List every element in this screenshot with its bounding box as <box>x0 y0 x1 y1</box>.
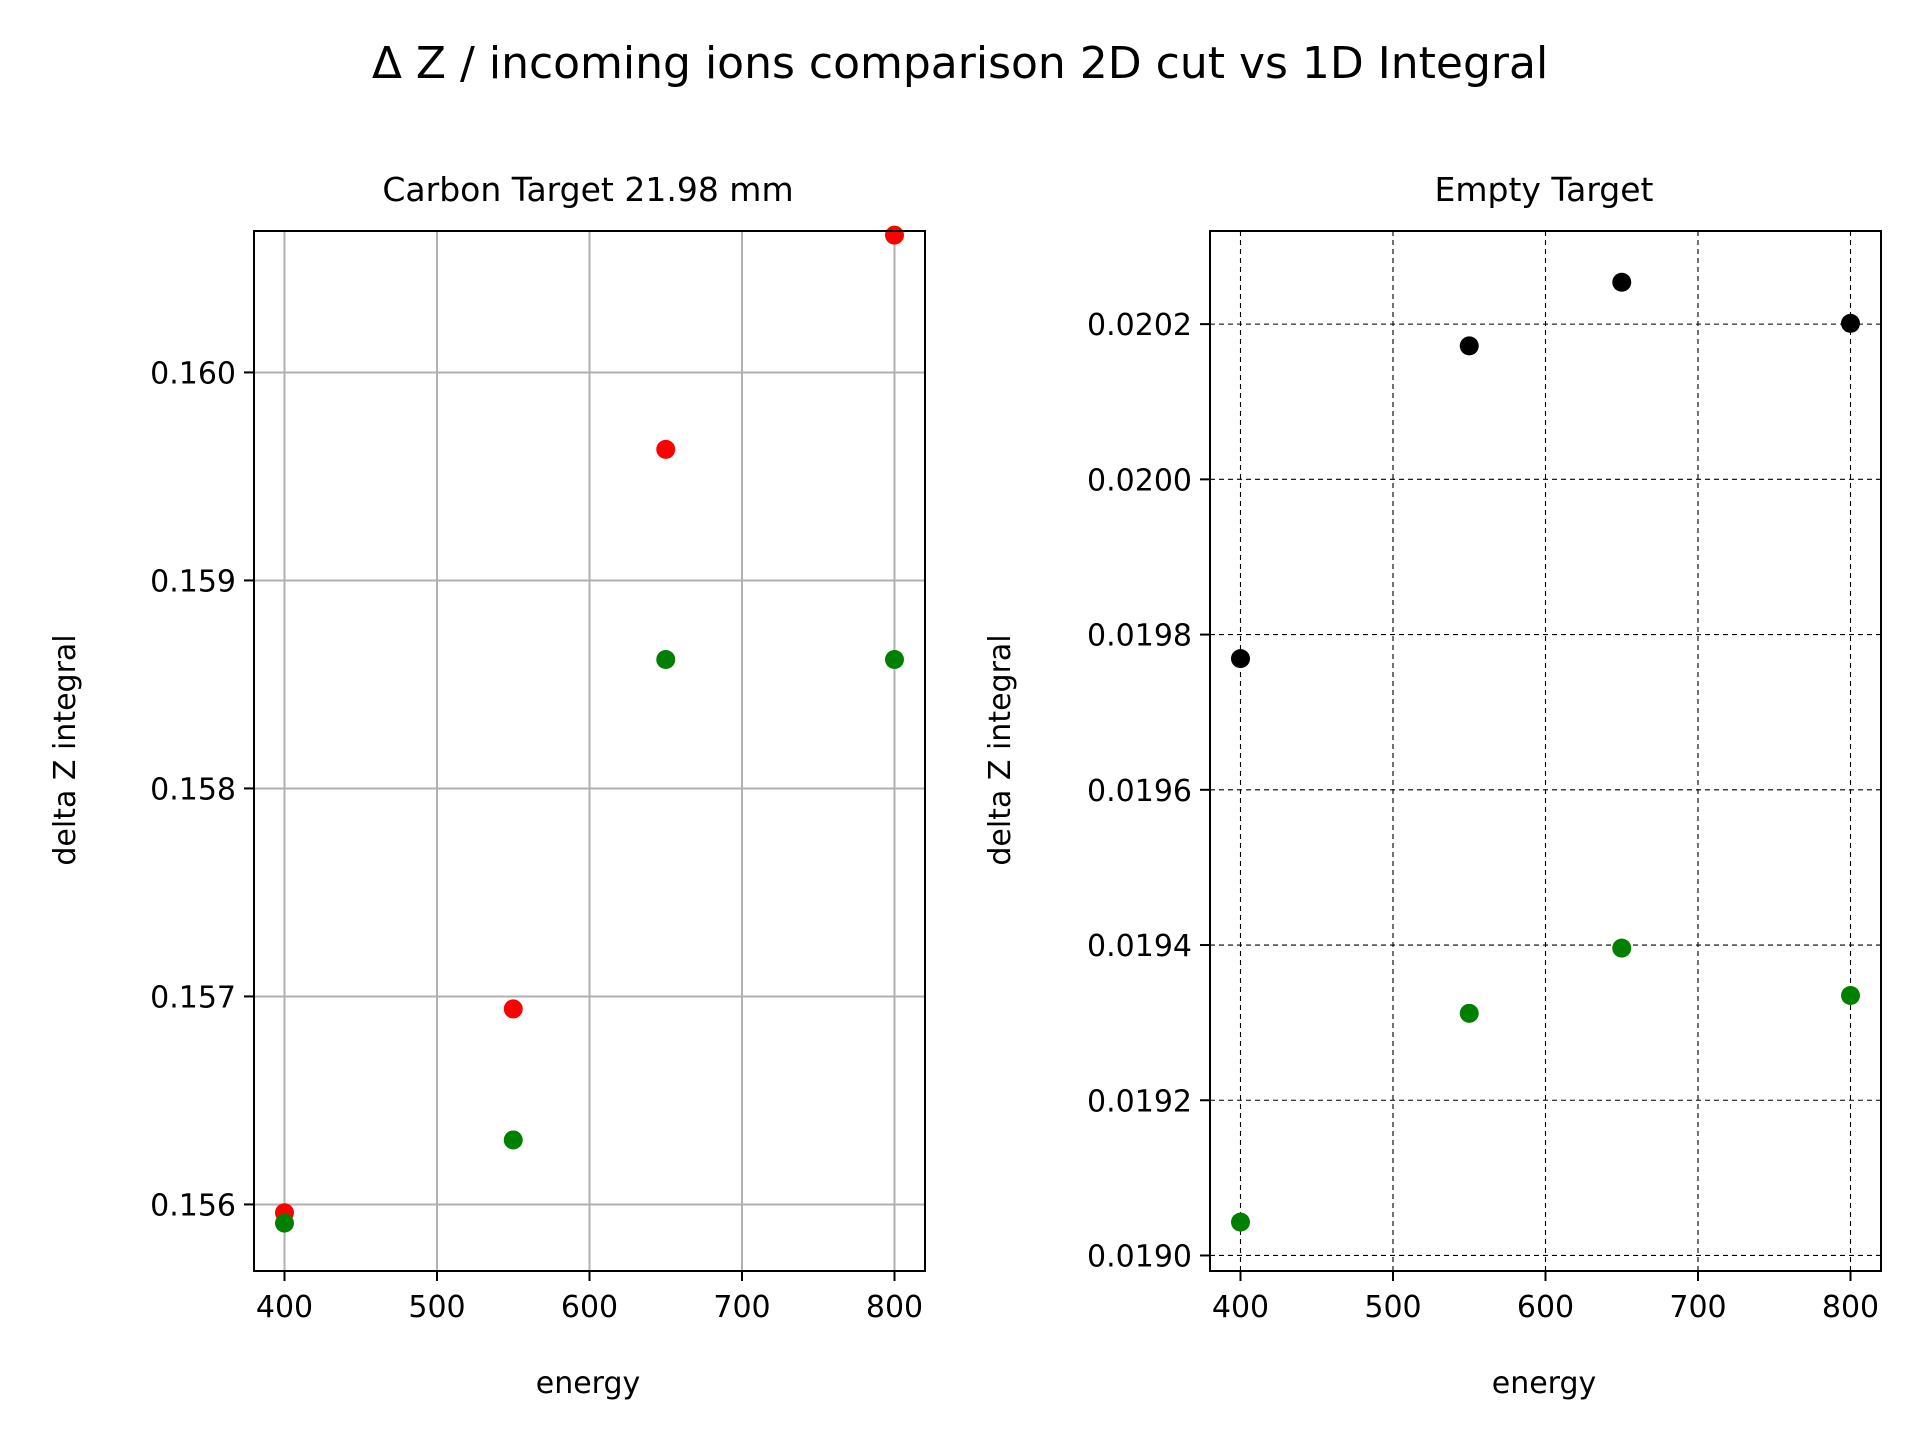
empty-target-x-tick-label-400: 400 <box>1212 1290 1269 1325</box>
carbon-target-ylabel: delta Z integral <box>48 634 83 865</box>
carbon-target-y-tick-label-0.158: 0.158 <box>150 772 236 807</box>
empty-target-series-1-point-3 <box>1841 985 1860 1005</box>
empty-target-x-tick-label-600: 600 <box>1517 1290 1574 1325</box>
empty-target-y-tick-label-0.0194: 0.0194 <box>1087 929 1192 964</box>
empty-target-ylabel: delta Z integral <box>983 634 1018 865</box>
carbon-target-y-tick-label-0.159: 0.159 <box>150 564 236 599</box>
empty-target-series-1-point-1 <box>1459 1003 1479 1023</box>
carbon-target-series-1-point-1 <box>503 1130 523 1150</box>
carbon-target-series-0-point-2 <box>656 439 676 459</box>
carbon-target-y-tick-label-0.156: 0.156 <box>150 1188 236 1223</box>
carbon-target-title: Carbon Target 21.98 mm <box>382 170 793 209</box>
carbon-target-series-0-point-1 <box>503 999 523 1019</box>
empty-target-points <box>1231 272 1860 1232</box>
carbon-target-y-tick-label-0.160: 0.160 <box>150 356 236 391</box>
empty-target-series-0-point-2 <box>1612 272 1632 292</box>
carbon-target-x-tick-label-600: 600 <box>561 1290 618 1325</box>
carbon-target-series-1-point-2 <box>656 649 676 669</box>
empty-target-series-0-point-3 <box>1841 313 1860 333</box>
empty-target-x-tick-label-800: 800 <box>1822 1290 1879 1325</box>
carbon-target-ticks: 400 500 600 700 800 0.156 0.157 0.158 0.159 0.160 <box>150 356 923 1325</box>
carbon-target-points <box>275 225 904 1233</box>
empty-target-x-tick-label-700: 700 <box>1669 1290 1726 1325</box>
empty-target-y-tick-label-0.0190: 0.0190 <box>1087 1239 1192 1274</box>
empty-target-x-tick-label-500: 500 <box>1364 1290 1421 1325</box>
carbon-target-x-tick-label-700: 700 <box>713 1290 770 1325</box>
carbon-target-x-tick-label-400: 400 <box>256 1290 313 1325</box>
carbon-target-x-tick-label-500: 500 <box>408 1290 465 1325</box>
carbon-target-panel: Carbon Target 21.98 mm energy delta Z in… <box>48 170 926 1401</box>
carbon-target-series-1-point-0 <box>275 1213 294 1233</box>
carbon-target-y-tick-label-0.157: 0.157 <box>150 980 236 1015</box>
empty-target-y-tick-label-0.0192: 0.0192 <box>1087 1084 1192 1119</box>
carbon-target-series-0-point-3 <box>885 225 904 245</box>
empty-target-series-1-point-0 <box>1231 1212 1250 1232</box>
empty-target-y-tick-label-0.0202: 0.0202 <box>1087 308 1192 343</box>
empty-target-series-0-point-0 <box>1231 649 1250 669</box>
empty-target-title: Empty Target <box>1435 170 1654 209</box>
empty-target-y-tick-label-0.0198: 0.0198 <box>1087 619 1192 654</box>
empty-target-series-0-point-1 <box>1459 336 1479 356</box>
carbon-target-xlabel: energy <box>536 1366 641 1401</box>
empty-target-xlabel: energy <box>1492 1366 1597 1401</box>
carbon-target-x-tick-label-800: 800 <box>866 1290 923 1325</box>
empty-target-series-1-point-2 <box>1612 938 1632 958</box>
empty-target-y-tick-label-0.0196: 0.0196 <box>1087 774 1192 809</box>
empty-target-ticks: 400 500 600 700 800 0.0190 0.0192 0.0194 0.0196 0… <box>1087 308 1879 1325</box>
empty-target-panel: Empty Target energy delta Z integral 400… <box>983 170 1882 1401</box>
empty-target-y-tick-label-0.0200: 0.0200 <box>1087 463 1192 498</box>
figure-title: Δ Z / incoming ions comparison 2D cut vs… <box>372 38 1548 89</box>
carbon-target-series-1-point-3 <box>885 649 904 669</box>
empty-target-grid <box>1210 231 1881 1271</box>
carbon-target-grid <box>254 231 925 1271</box>
